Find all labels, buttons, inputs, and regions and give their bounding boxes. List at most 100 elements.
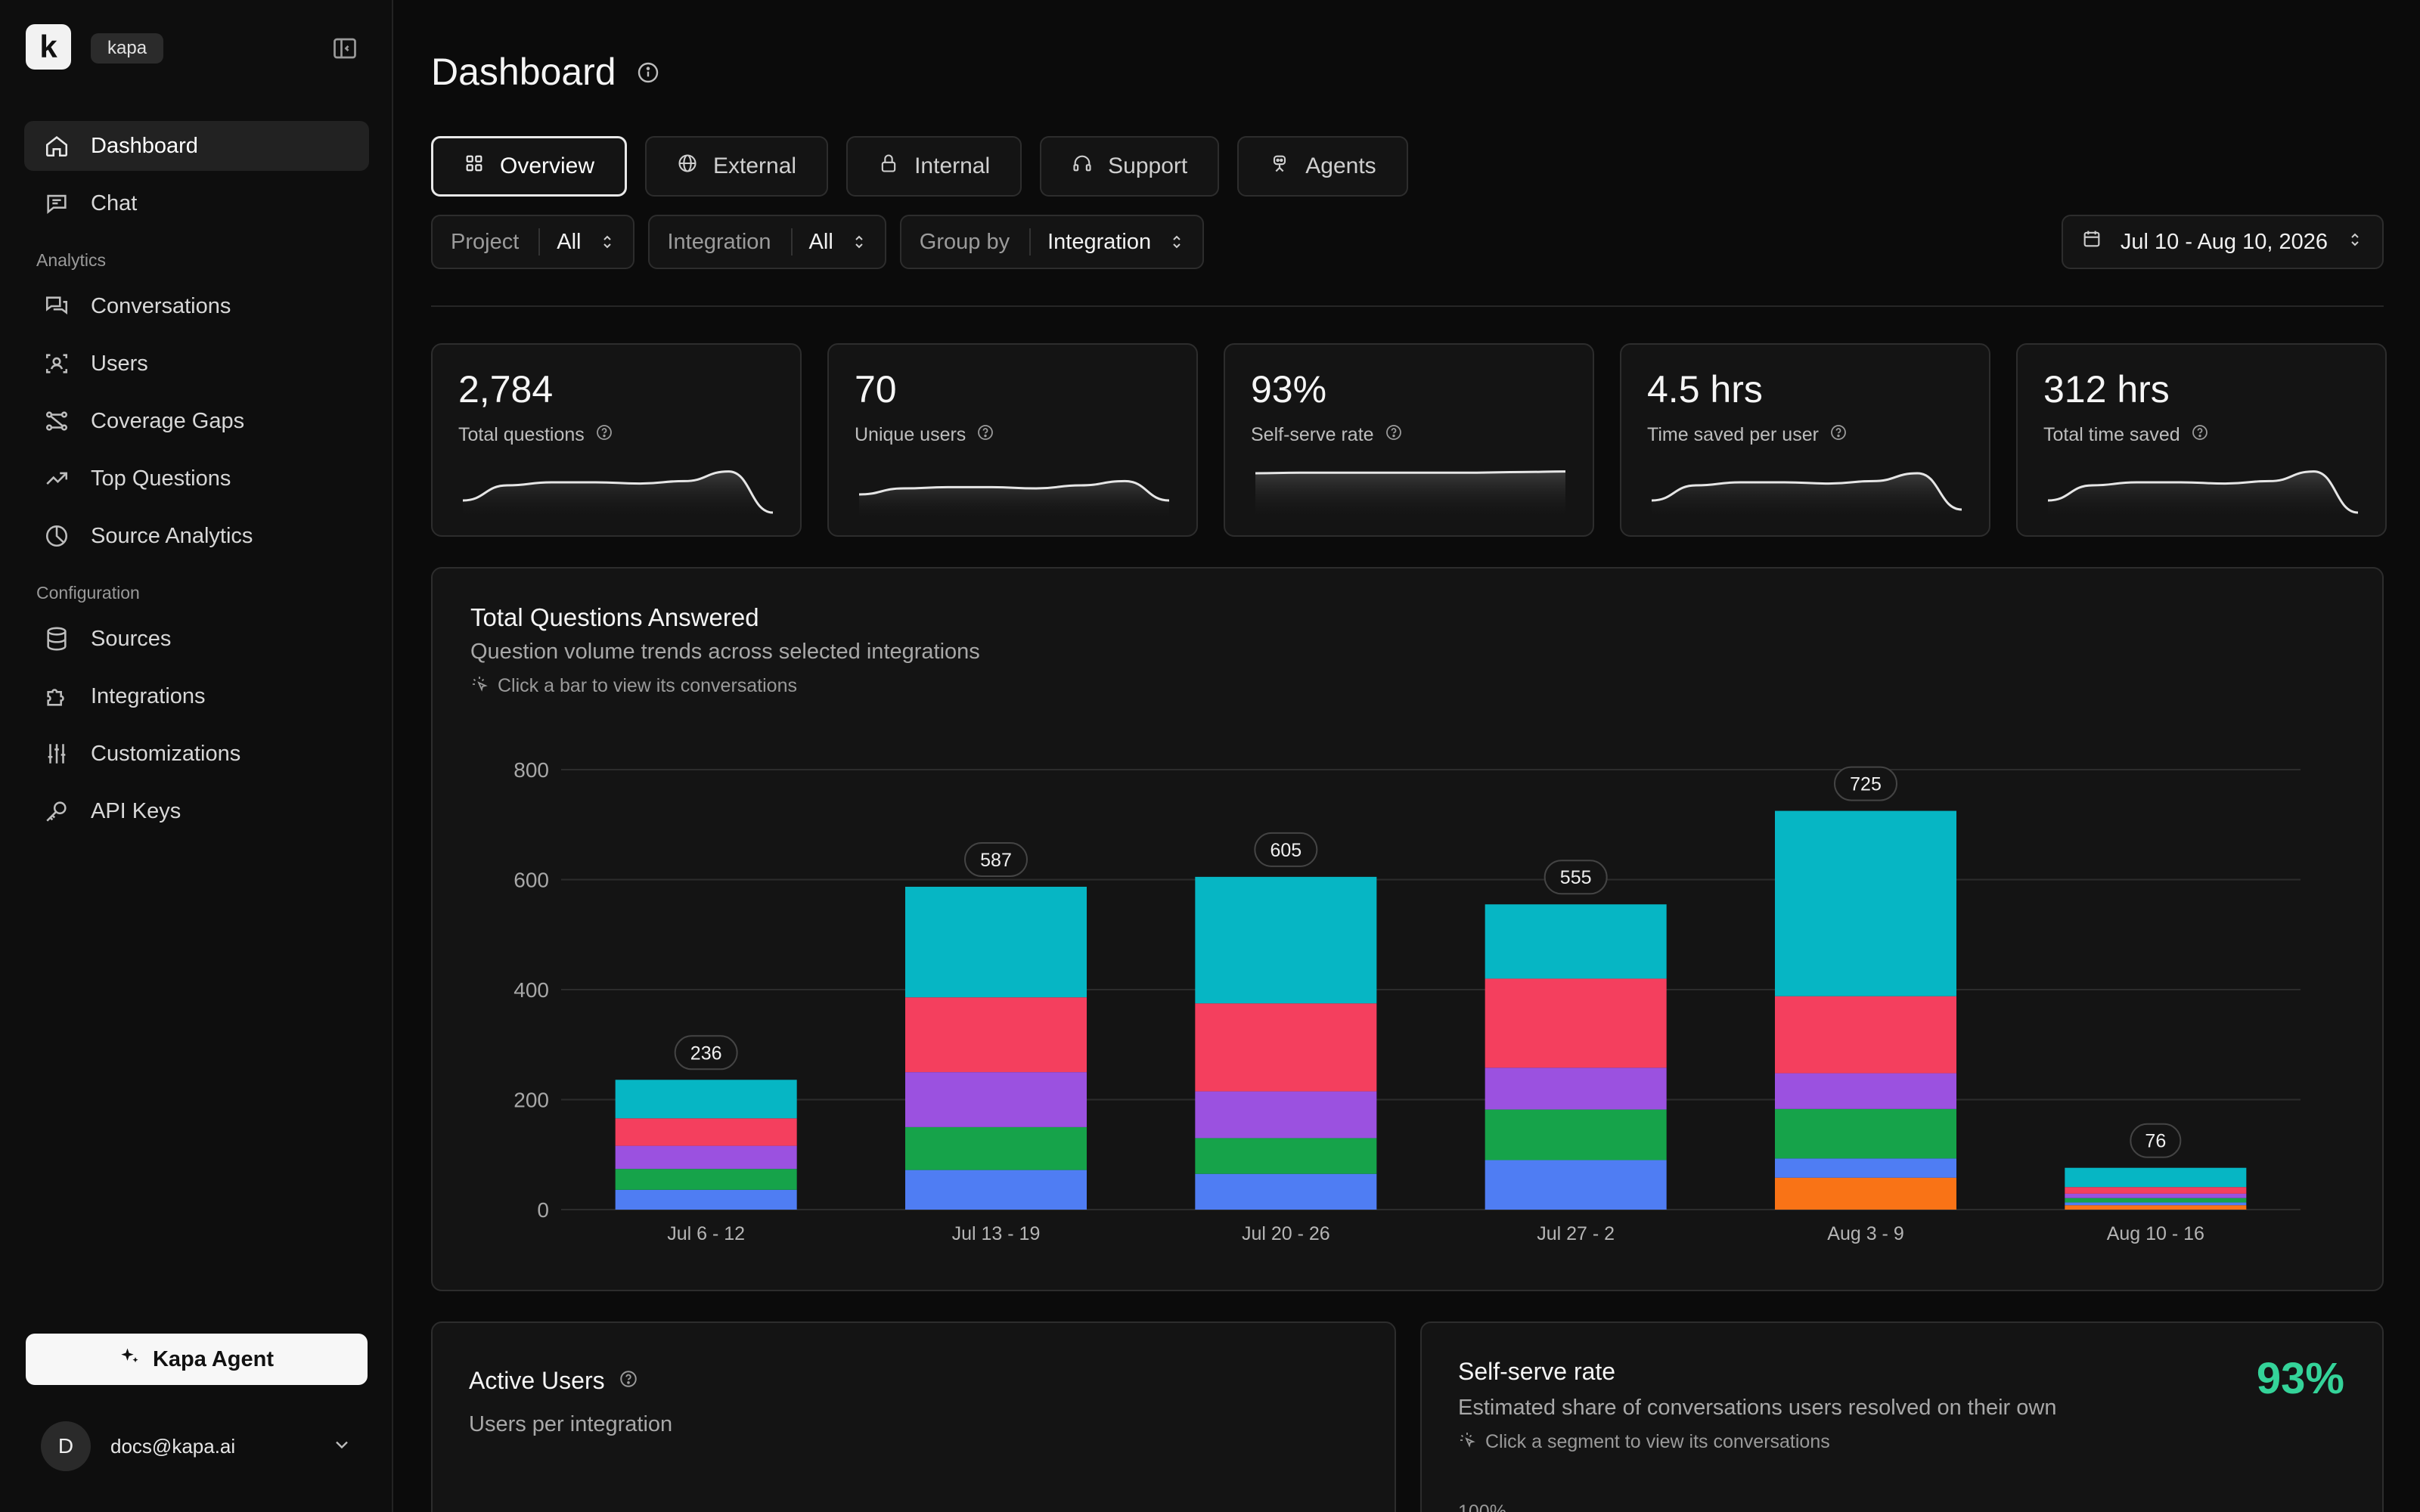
bar-segment[interactable] (1195, 1091, 1377, 1139)
bar-segment[interactable] (1195, 1138, 1377, 1174)
bar-segment[interactable] (1775, 1108, 1956, 1159)
bar-segment[interactable] (615, 1080, 797, 1119)
tab-bar: Overview External Internal Support Agent… (431, 136, 1408, 197)
kpi-label: Total questions (458, 424, 585, 445)
sidebar-item-label: Customizations (91, 741, 241, 766)
user-menu[interactable]: D docs@kapa.ai (41, 1421, 352, 1471)
bar-segment[interactable] (1775, 996, 1956, 1074)
bar-segment[interactable] (1775, 1158, 1956, 1178)
click-icon (470, 674, 489, 698)
sidebar-item-top-questions[interactable]: Top Questions (24, 454, 369, 503)
kpi-card-total-time-saved[interactable]: 312 hrs Total time saved (2016, 343, 2387, 537)
project-filter[interactable]: Project All (431, 215, 634, 269)
sidebar-item-conversations[interactable]: Conversations (24, 281, 369, 331)
bar-total-label: 605 (1270, 840, 1302, 861)
sidebar-item-integrations[interactable]: Integrations (24, 671, 369, 721)
kapa-agent-button[interactable]: Kapa Agent (26, 1334, 368, 1385)
sidebar-item-users[interactable]: Users (24, 339, 369, 389)
section-label-analytics: Analytics (36, 250, 107, 270)
tab-support[interactable]: Support (1040, 136, 1220, 197)
bar-segment[interactable] (905, 886, 1087, 998)
kpi-card-unique-users[interactable]: 70 Unique users (827, 343, 1198, 537)
help-icon[interactable] (595, 423, 613, 447)
chevron-down-icon[interactable] (331, 1434, 352, 1459)
chevron-up-down-icon (850, 233, 885, 251)
bar-segment[interactable] (615, 1145, 797, 1170)
stacked-bar-chart[interactable]: 0 200 400 600 800 236 Jul 6 - 12 587 Jul 13 - 19… (433, 569, 2385, 1293)
bar-segment[interactable] (1485, 904, 1667, 979)
y-axis-top-label: 100% (1458, 1501, 1506, 1512)
bar-segment[interactable] (1195, 1003, 1377, 1092)
kpi-card-self-serve-rate[interactable]: 93% Self-serve rate (1224, 343, 1594, 537)
integration-filter[interactable]: Integration All (647, 215, 886, 269)
bar-segment[interactable] (2065, 1193, 2247, 1198)
sidebar-item-chat[interactable]: Chat (24, 178, 369, 228)
tab-label: Internal (914, 153, 991, 178)
kpi-label: Unique users (855, 424, 966, 445)
tab-external[interactable]: External (645, 136, 829, 197)
kpi-sparkline (2048, 470, 2358, 519)
help-icon[interactable] (976, 423, 994, 447)
bar-segment[interactable] (1485, 1160, 1667, 1210)
bar-segment[interactable] (1775, 1073, 1956, 1109)
sidebar-item-dashboard[interactable]: Dashboard (24, 121, 369, 171)
kpi-card-time-saved-per-user[interactable]: 4.5 hrs Time saved per user (1620, 343, 1990, 537)
help-icon[interactable] (619, 1367, 638, 1395)
bar-segment[interactable] (2065, 1205, 2247, 1210)
help-icon[interactable] (1385, 423, 1403, 447)
sidebar-item-customizations[interactable]: Customizations (24, 729, 369, 779)
user-email: docs@kapa.ai (110, 1434, 236, 1458)
active-users-title-row: Active Users (469, 1367, 638, 1395)
sidebar-item-label: Sources (91, 626, 172, 651)
bar-segment[interactable] (1775, 1177, 1956, 1210)
tab-agents[interactable]: Agents (1237, 136, 1408, 197)
help-icon[interactable] (2191, 423, 2209, 447)
bar-segment[interactable] (1195, 1173, 1377, 1210)
tab-label: Support (1108, 153, 1188, 178)
kpi-card-total-questions[interactable]: 2,784 Total questions (431, 343, 802, 537)
tab-overview[interactable]: Overview (431, 136, 628, 197)
bar-segment[interactable] (1195, 876, 1377, 1004)
sidebar-item-sources[interactable]: Sources (24, 614, 369, 664)
bar-segment[interactable] (2065, 1167, 2247, 1188)
bar-segment[interactable] (2065, 1198, 2247, 1203)
bar-segment[interactable] (2065, 1187, 2247, 1194)
kpi-label: Total time saved (2043, 424, 2180, 445)
bar-segment[interactable] (615, 1118, 797, 1146)
bar-segment[interactable] (1485, 978, 1667, 1068)
info-icon[interactable] (636, 50, 660, 94)
tab-internal[interactable]: Internal (846, 136, 1022, 197)
bar-segment[interactable] (1485, 1109, 1667, 1160)
org-badge[interactable]: kapa (91, 33, 164, 64)
filter-value: All (808, 229, 833, 254)
bar-segment[interactable] (1485, 1067, 1667, 1110)
bar-total-label: 587 (980, 850, 1012, 871)
bar-total-label: 236 (690, 1043, 722, 1064)
chart-title: Total Questions Answered (470, 603, 759, 631)
kpi-label-row: Time saved per user (1647, 423, 1848, 447)
bar-segment[interactable] (1775, 810, 1956, 996)
sidebar-item-source-analytics[interactable]: Source Analytics (24, 511, 369, 561)
bar-segment[interactable] (615, 1169, 797, 1190)
bar-segment[interactable] (905, 1126, 1087, 1170)
sidebar-toggle-icon[interactable] (331, 35, 358, 62)
kapa-logo[interactable]: k (26, 24, 71, 70)
filter-value: Integration (1047, 229, 1152, 254)
help-icon[interactable] (1829, 423, 1848, 447)
sparkline-area (1255, 471, 1565, 519)
card-hint-text: Click a segment to view its conversation… (1485, 1431, 1830, 1452)
sparkline-line (1255, 470, 1565, 475)
bar-segment[interactable] (905, 1170, 1087, 1210)
sidebar-item-api-keys[interactable]: API Keys (24, 786, 369, 836)
sidebar-item-coverage-gaps[interactable]: Coverage Gaps (24, 396, 369, 446)
card-subtitle: Estimated share of conversations users r… (1458, 1396, 2057, 1420)
group-by-filter[interactable]: Group by Integration (899, 215, 1205, 269)
sparkline-area (859, 481, 1169, 519)
bar-segment[interactable] (905, 1072, 1087, 1127)
date-range-picker[interactable]: Jul 10 - Aug 10, 2026 (2061, 215, 2384, 269)
chevron-up-down-icon (1168, 233, 1202, 251)
bar-segment[interactable] (2065, 1202, 2247, 1206)
bar-segment[interactable] (615, 1189, 797, 1210)
sparkline-line (2048, 470, 2358, 514)
bar-segment[interactable] (905, 997, 1087, 1073)
